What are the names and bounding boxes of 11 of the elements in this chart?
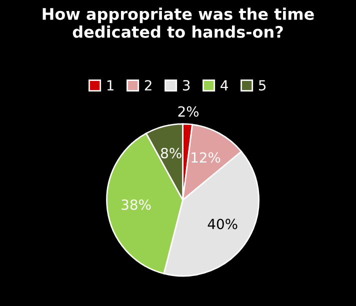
data-label: 8%	[161, 148, 182, 158]
data-label: 40%	[208, 218, 238, 230]
legend-label: 4	[220, 80, 228, 90]
legend-label: 1	[107, 80, 114, 90]
data-label: 38%	[122, 199, 151, 210]
data-label: 12%	[192, 152, 220, 163]
legend-label: 5	[258, 80, 266, 91]
legend-label: 2	[144, 80, 152, 90]
legend-label: 3	[182, 80, 190, 91]
chart-title: How appropriate was the time dedicated to hands-on?	[42, 8, 314, 38]
data-label: 2%	[178, 106, 199, 117]
